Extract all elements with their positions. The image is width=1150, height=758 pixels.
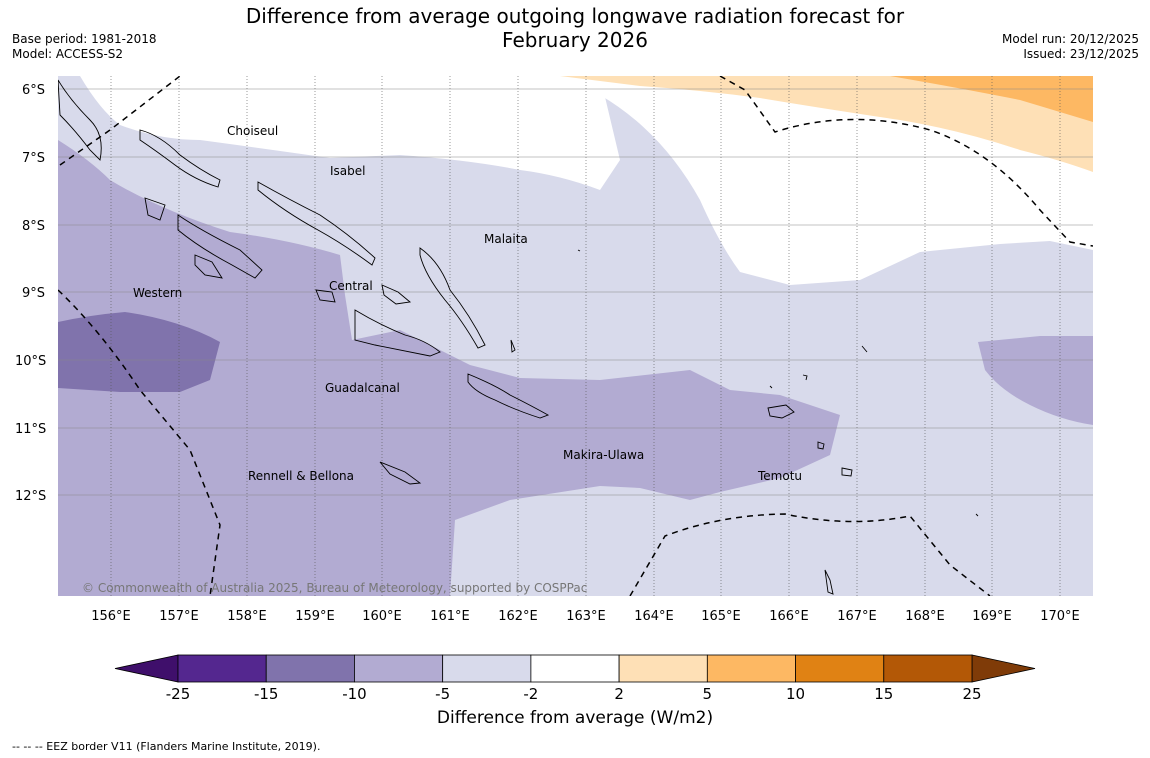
colorbar-tick-label: 15 [874, 685, 893, 703]
label-malaita: Malaita [484, 232, 528, 246]
label-western: Western [133, 286, 182, 300]
lon-label: 168°E [905, 609, 945, 624]
colorbar-tick-label: 25 [962, 685, 981, 703]
label-makira-ulawa: Makira-Ulawa [563, 448, 644, 462]
lat-label: 8°S [22, 219, 45, 234]
colorbar-tick-label: -10 [342, 685, 367, 703]
metadata-left: Base period: 1981-2018 Model: ACCESS-S2 [12, 32, 157, 62]
colorbar-tick-label: -5 [435, 685, 450, 703]
colorbar-segment [442, 654, 532, 683]
copyright-notice: © Commonwealth of Australia 2025, Bureau… [82, 581, 587, 595]
island-guadalcanal [354, 309, 441, 357]
anomaly-zone-positive-medium [890, 76, 1093, 122]
metadata-right: Model run: 20/12/2025 Issued: 23/12/2025 [1002, 32, 1139, 62]
lon-label: 160°E [362, 609, 402, 624]
colorbar-segment [177, 654, 267, 683]
lon-label: 156°E [91, 609, 131, 624]
label-central: Central [329, 279, 373, 293]
island-small [510, 249, 979, 517]
issued-date: Issued: 23/12/2025 [1023, 47, 1139, 61]
colorbar-segment [706, 654, 796, 683]
lon-label: 163°E [566, 609, 606, 624]
island-makira [467, 373, 550, 419]
island-new-georgia [144, 197, 263, 279]
lat-label: 11°S [15, 422, 46, 437]
anomaly-zone-negative-medium [58, 140, 840, 596]
lon-label: 162°E [498, 609, 538, 624]
lat-label: 12°S [15, 489, 46, 504]
lon-label: 161°E [430, 609, 470, 624]
anomaly-zone-neutral-nw [58, 76, 620, 190]
longitude-labels: 156°E 157°E 158°E 159°E 160°E 161°E 162°… [91, 609, 1080, 624]
colorbar-segment [618, 654, 708, 683]
colorbar-tick-label: -25 [166, 685, 191, 703]
eez-border [58, 76, 1093, 596]
lat-label: 7°S [22, 151, 45, 166]
anomaly-zone-negative-strong [58, 312, 220, 392]
colorbar-segment [265, 654, 355, 683]
lon-label: 159°E [295, 609, 335, 624]
colorbar-title: Difference from average (W/m2) [436, 708, 714, 728]
colorbar-tick-label: -2 [523, 685, 538, 703]
lon-label: 158°E [227, 609, 267, 624]
lon-label: 166°E [769, 609, 809, 624]
anomaly-zone-positive-light [560, 76, 1093, 172]
model-name: Model: ACCESS-S2 [12, 47, 124, 61]
lat-label: 6°S [22, 83, 45, 98]
colorbar-segment [795, 654, 885, 683]
anomaly-zone-negative-east [978, 336, 1093, 425]
lon-label: 167°E [837, 609, 877, 624]
colorbar-segment [530, 654, 620, 683]
island-bougainville [58, 79, 102, 161]
latitude-labels: 6°S 7°S 8°S 9°S 10°S 11°S 12°S [15, 83, 46, 504]
label-temotu: Temotu [757, 469, 802, 483]
island-rennell [379, 461, 422, 485]
title-line-2: February 2026 [502, 28, 648, 52]
island-santa-cruz [767, 404, 853, 595]
chart-title: Difference from average outgoing longwav… [200, 4, 950, 52]
island-isabel [257, 181, 376, 266]
island-choiseul [139, 129, 221, 188]
colorbar-tick-label: 2 [614, 685, 624, 703]
colorbar-extend-max [971, 654, 1036, 683]
label-guadalcanal: Guadalcanal [325, 381, 400, 395]
colorbar-extend-min [114, 654, 179, 683]
island-malaita [419, 247, 486, 349]
colorbar: -25 -15 -10 -5 -2 2 5 10 15 25 [114, 654, 1036, 703]
colorbar-segment [354, 654, 444, 683]
map-area: Choiseul Isabel Malaita Western Central … [58, 76, 1093, 596]
lon-label: 170°E [1040, 609, 1080, 624]
colorbar-tick-label: 10 [786, 685, 805, 703]
coastlines [58, 79, 979, 595]
lon-label: 169°E [972, 609, 1012, 624]
colorbar-tick-label: -15 [254, 685, 279, 703]
colorbar-tick-label: 5 [703, 685, 713, 703]
model-run: Model run: 20/12/2025 [1001, 32, 1139, 46]
colorbar-segment [883, 654, 973, 683]
lat-label: 9°S [22, 286, 45, 301]
eez-legend-note: -- -- -- EEZ border V11 (Flanders Marine… [12, 740, 321, 753]
island-florida [315, 284, 412, 305]
anomaly-zone-neutral [58, 76, 1093, 285]
label-choiseul: Choiseul [227, 124, 278, 138]
region-labels: Choiseul Isabel Malaita Western Central … [133, 124, 802, 483]
lon-label: 157°E [159, 609, 199, 624]
label-isabel: Isabel [330, 164, 365, 178]
label-rennell-bellona: Rennell & Bellona [248, 469, 354, 483]
lon-label: 164°E [634, 609, 674, 624]
lat-label: 10°S [15, 354, 46, 369]
lon-label: 165°E [701, 609, 741, 624]
title-line-1: Difference from average outgoing longwav… [245, 4, 905, 28]
base-period: Base period: 1981-2018 [12, 32, 157, 46]
